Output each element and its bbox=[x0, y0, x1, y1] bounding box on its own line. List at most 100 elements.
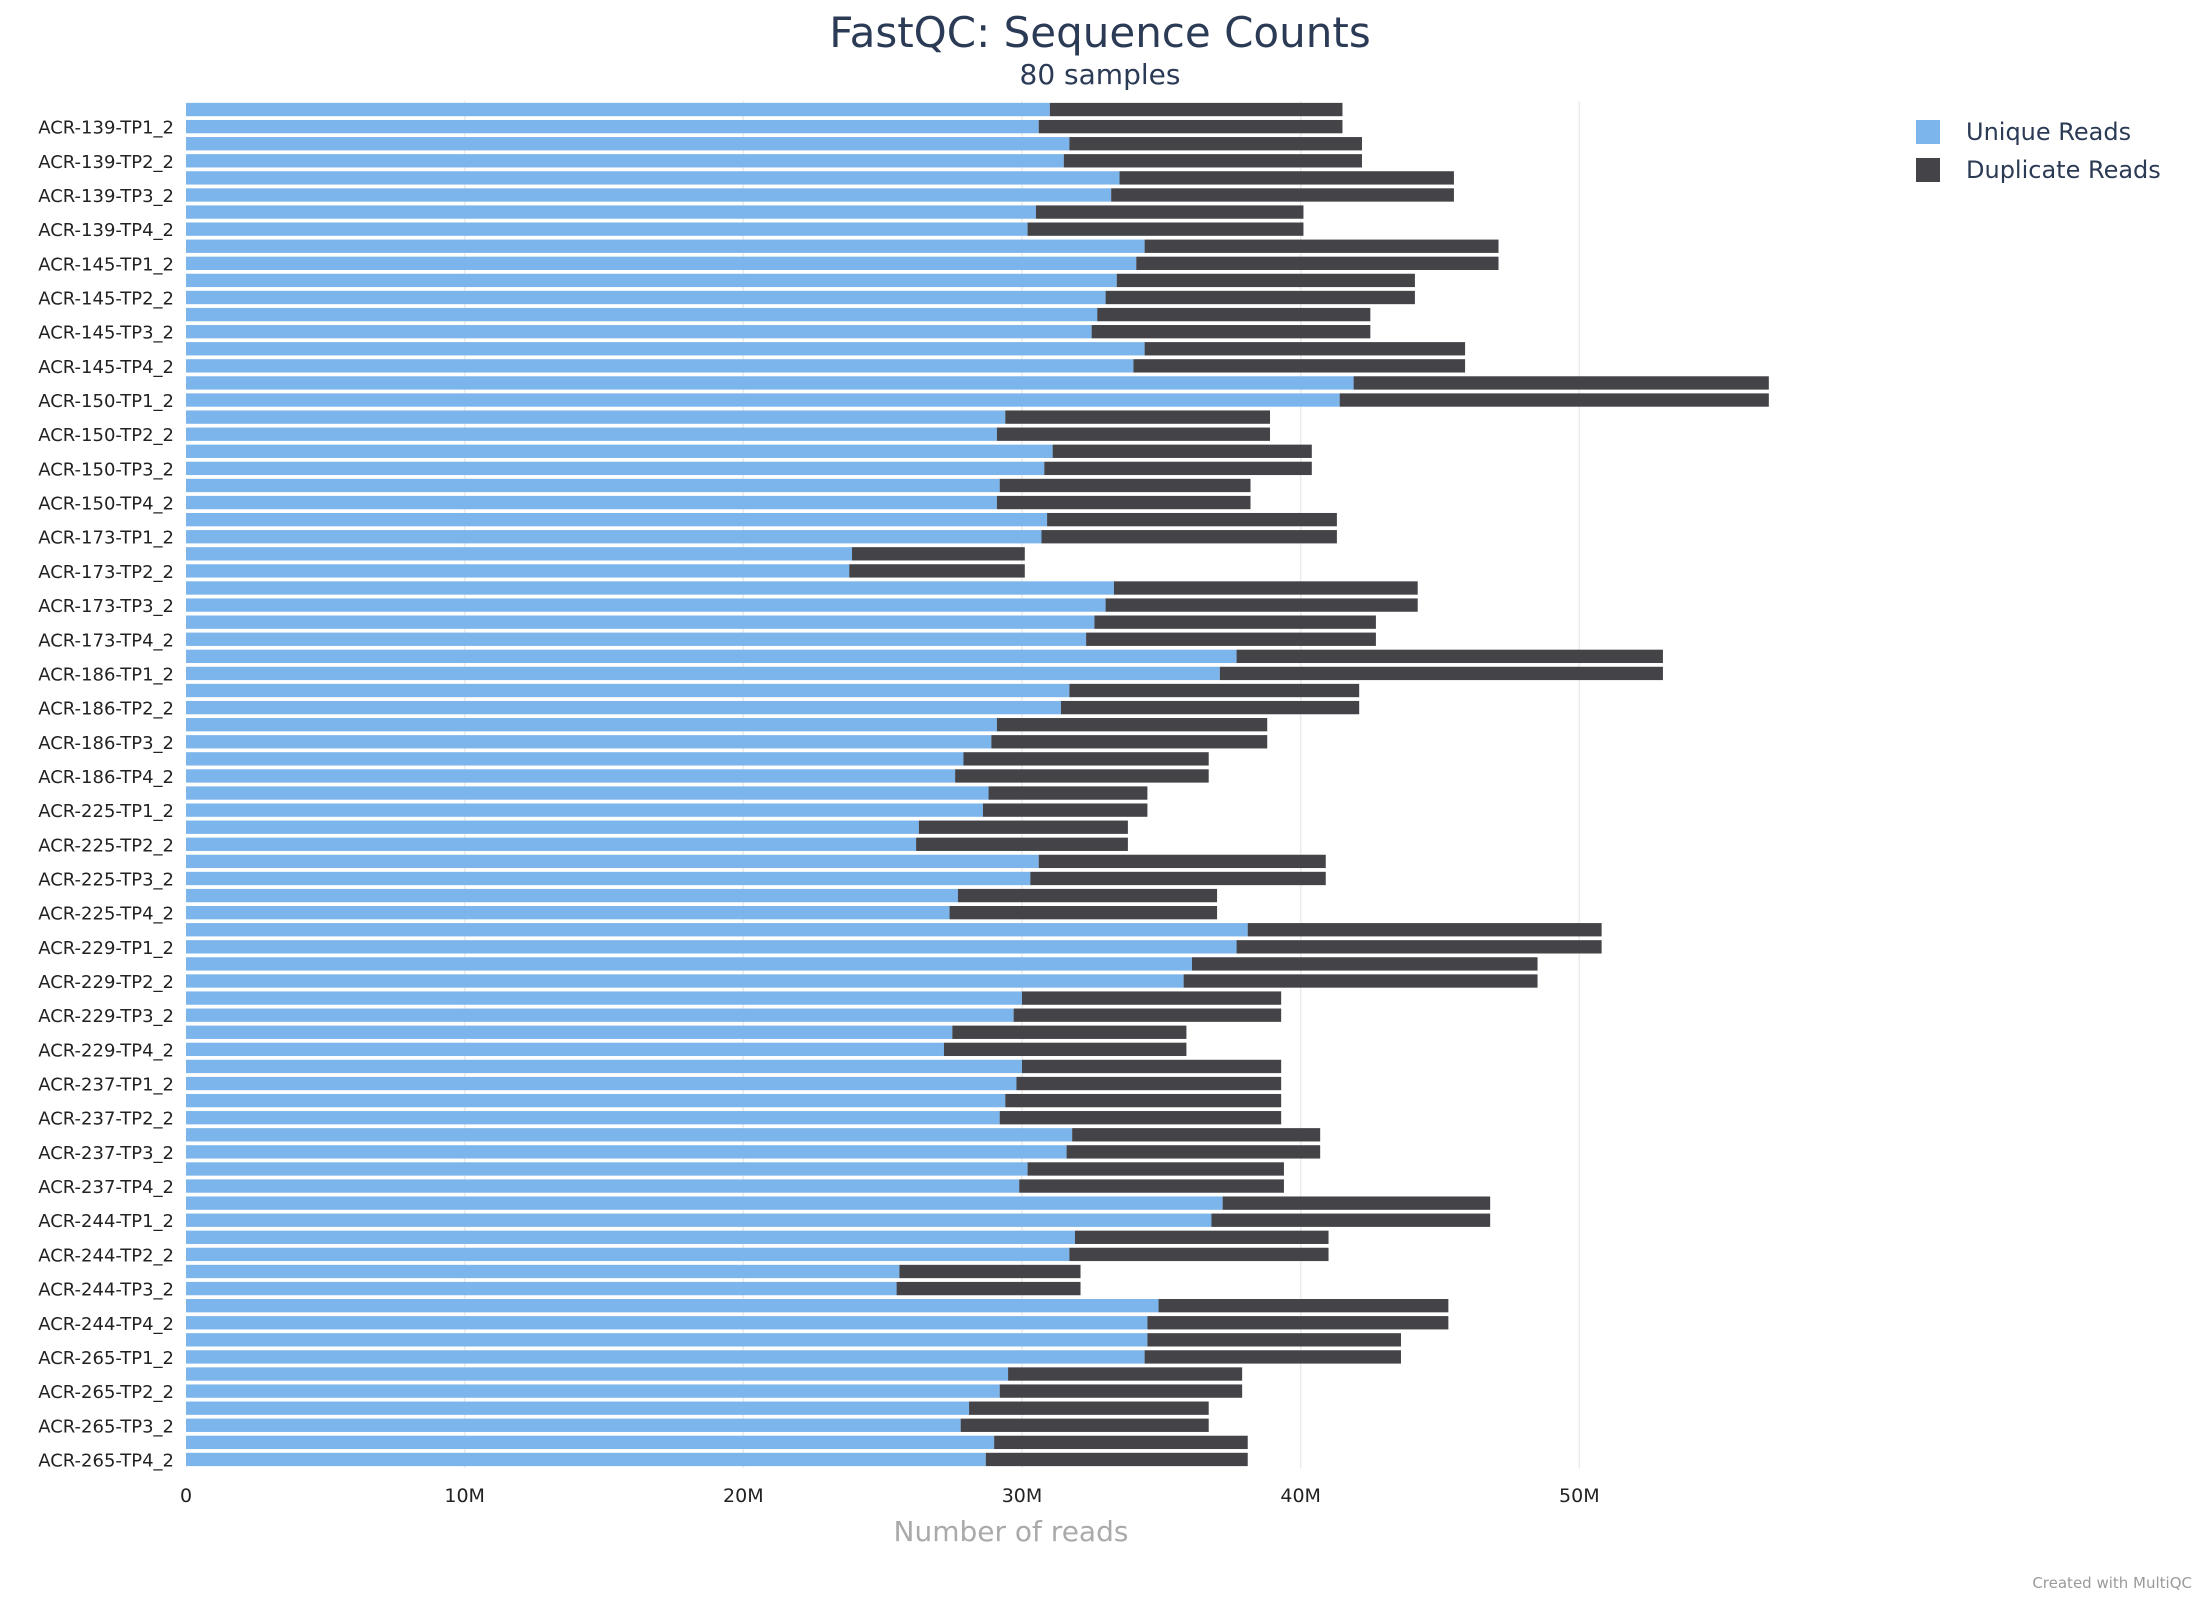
bar-unique-reads[interactable] bbox=[186, 735, 992, 749]
bar-unique-reads[interactable] bbox=[186, 752, 964, 766]
bar-unique-reads[interactable] bbox=[186, 1350, 1145, 1364]
bar-duplicate-reads[interactable] bbox=[1247, 923, 1602, 937]
bar-duplicate-reads[interactable] bbox=[1022, 991, 1282, 1005]
bar-duplicate-reads[interactable] bbox=[916, 837, 1128, 851]
bar-duplicate-reads[interactable] bbox=[1069, 683, 1360, 698]
bar-duplicate-reads[interactable] bbox=[1038, 119, 1343, 134]
bar-unique-reads[interactable] bbox=[186, 615, 1095, 629]
bar-unique-reads[interactable] bbox=[186, 1179, 1020, 1193]
bar-duplicate-reads[interactable] bbox=[996, 495, 1251, 510]
bar-unique-reads[interactable] bbox=[186, 1418, 961, 1432]
bar-duplicate-reads[interactable] bbox=[1049, 102, 1343, 117]
bar-duplicate-reads[interactable] bbox=[1005, 410, 1271, 424]
bar-duplicate-reads[interactable] bbox=[1113, 581, 1418, 595]
bar-unique-reads[interactable] bbox=[186, 1059, 1022, 1074]
bar-duplicate-reads[interactable] bbox=[1191, 957, 1538, 971]
bar-duplicate-reads[interactable] bbox=[988, 786, 1148, 800]
bar-unique-reads[interactable] bbox=[186, 888, 958, 903]
bar-unique-reads[interactable] bbox=[186, 923, 1248, 937]
legend-item-unique[interactable]: Unique Reads bbox=[1916, 113, 2161, 151]
bar-duplicate-reads[interactable] bbox=[985, 1452, 1248, 1467]
bar-duplicate-reads[interactable] bbox=[1339, 393, 1769, 407]
bar-unique-reads[interactable] bbox=[186, 495, 997, 510]
bar-duplicate-reads[interactable] bbox=[1222, 1196, 1491, 1210]
bar-unique-reads[interactable] bbox=[186, 991, 1022, 1005]
bar-unique-reads[interactable] bbox=[186, 1264, 900, 1279]
bar-unique-reads[interactable] bbox=[186, 837, 917, 851]
bar-unique-reads[interactable] bbox=[186, 154, 1064, 168]
bar-duplicate-reads[interactable] bbox=[1005, 1093, 1282, 1108]
bar-duplicate-reads[interactable] bbox=[1219, 666, 1663, 681]
bar-duplicate-reads[interactable] bbox=[999, 478, 1251, 493]
bar-duplicate-reads[interactable] bbox=[1066, 1145, 1321, 1159]
bar-unique-reads[interactable] bbox=[186, 1076, 1017, 1091]
bar-duplicate-reads[interactable] bbox=[1047, 512, 1337, 527]
bar-unique-reads[interactable] bbox=[186, 598, 1106, 612]
bar-unique-reads[interactable] bbox=[186, 1196, 1223, 1210]
bar-duplicate-reads[interactable] bbox=[1044, 461, 1312, 476]
bar-duplicate-reads[interactable] bbox=[1008, 1367, 1243, 1381]
bar-duplicate-reads[interactable] bbox=[955, 769, 1209, 783]
bar-duplicate-reads[interactable] bbox=[1074, 1230, 1329, 1244]
bar-unique-reads[interactable] bbox=[186, 1452, 986, 1467]
bar-duplicate-reads[interactable] bbox=[1019, 1179, 1284, 1193]
bar-duplicate-reads[interactable] bbox=[1144, 1350, 1401, 1364]
bar-unique-reads[interactable] bbox=[186, 1316, 1148, 1330]
bar-duplicate-reads[interactable] bbox=[1069, 137, 1362, 151]
bar-duplicate-reads[interactable] bbox=[969, 1401, 1209, 1415]
bar-unique-reads[interactable] bbox=[186, 1162, 1028, 1176]
bar-unique-reads[interactable] bbox=[186, 222, 1028, 236]
bar-duplicate-reads[interactable] bbox=[1091, 325, 1371, 339]
bar-duplicate-reads[interactable] bbox=[1035, 205, 1304, 219]
bar-duplicate-reads[interactable] bbox=[1211, 1213, 1491, 1227]
bar-unique-reads[interactable] bbox=[186, 905, 950, 920]
bar-duplicate-reads[interactable] bbox=[1136, 256, 1499, 270]
bar-unique-reads[interactable] bbox=[186, 632, 1087, 646]
bar-unique-reads[interactable] bbox=[186, 803, 983, 817]
bar-unique-reads[interactable] bbox=[186, 1128, 1073, 1142]
bar-unique-reads[interactable] bbox=[186, 239, 1145, 253]
bar-duplicate-reads[interactable] bbox=[1072, 1128, 1321, 1142]
bar-unique-reads[interactable] bbox=[186, 1042, 944, 1057]
bar-duplicate-reads[interactable] bbox=[943, 1042, 1187, 1057]
bar-unique-reads[interactable] bbox=[186, 290, 1106, 305]
bar-duplicate-reads[interactable] bbox=[1027, 1162, 1284, 1176]
bar-unique-reads[interactable] bbox=[186, 444, 1053, 458]
legend-item-duplicate[interactable]: Duplicate Reads bbox=[1916, 151, 2161, 189]
bar-unique-reads[interactable] bbox=[186, 427, 997, 441]
bar-unique-reads[interactable] bbox=[186, 1401, 970, 1415]
bar-unique-reads[interactable] bbox=[186, 1435, 995, 1450]
bar-duplicate-reads[interactable] bbox=[1027, 222, 1304, 236]
bar-duplicate-reads[interactable] bbox=[1022, 1059, 1282, 1074]
bar-duplicate-reads[interactable] bbox=[1111, 188, 1454, 202]
bar-duplicate-reads[interactable] bbox=[1236, 940, 1602, 954]
bar-unique-reads[interactable] bbox=[186, 256, 1137, 270]
bar-duplicate-reads[interactable] bbox=[1119, 171, 1454, 185]
bar-duplicate-reads[interactable] bbox=[1052, 444, 1312, 458]
bar-unique-reads[interactable] bbox=[186, 461, 1045, 476]
bar-duplicate-reads[interactable] bbox=[949, 905, 1218, 920]
bar-duplicate-reads[interactable] bbox=[896, 1281, 1081, 1296]
bar-unique-reads[interactable] bbox=[186, 1384, 1000, 1398]
bar-duplicate-reads[interactable] bbox=[1061, 700, 1360, 715]
bar-duplicate-reads[interactable] bbox=[1116, 273, 1415, 288]
bar-unique-reads[interactable] bbox=[186, 1299, 1159, 1313]
bar-duplicate-reads[interactable] bbox=[852, 547, 1025, 561]
bar-unique-reads[interactable] bbox=[186, 854, 1039, 869]
bar-unique-reads[interactable] bbox=[186, 1025, 953, 1039]
bar-duplicate-reads[interactable] bbox=[994, 1435, 1248, 1450]
bar-duplicate-reads[interactable] bbox=[957, 888, 1218, 903]
bar-unique-reads[interactable] bbox=[186, 171, 1120, 185]
bar-unique-reads[interactable] bbox=[186, 1145, 1067, 1159]
bar-unique-reads[interactable] bbox=[186, 1093, 1006, 1108]
bar-duplicate-reads[interactable] bbox=[991, 735, 1268, 749]
bar-duplicate-reads[interactable] bbox=[1063, 154, 1362, 168]
bar-unique-reads[interactable] bbox=[186, 530, 1042, 544]
bar-unique-reads[interactable] bbox=[186, 957, 1192, 971]
bar-duplicate-reads[interactable] bbox=[918, 820, 1128, 834]
bar-duplicate-reads[interactable] bbox=[849, 564, 1025, 578]
bar-duplicate-reads[interactable] bbox=[1069, 1247, 1329, 1262]
bar-unique-reads[interactable] bbox=[186, 273, 1117, 288]
bar-duplicate-reads[interactable] bbox=[999, 1384, 1243, 1398]
bar-unique-reads[interactable] bbox=[186, 820, 919, 834]
